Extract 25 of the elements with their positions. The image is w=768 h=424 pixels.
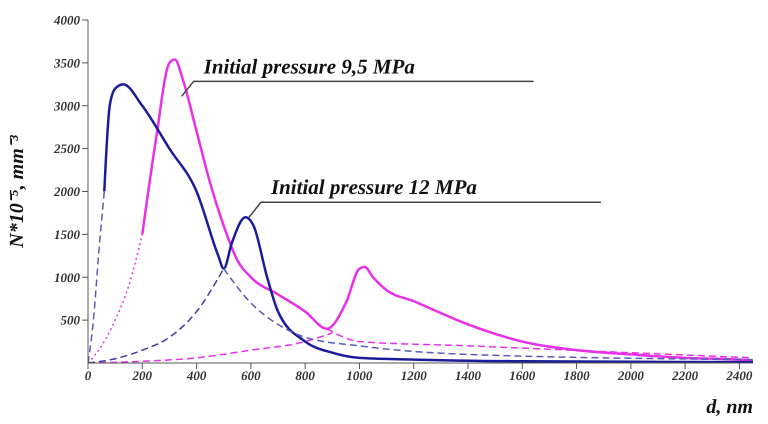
x-tick-label: 0: [84, 368, 92, 384]
y-tick-label: 4000: [53, 12, 80, 28]
y-tick-label: 1000: [54, 270, 80, 285]
y-tick-label: 3500: [53, 55, 80, 70]
y-tick-label: 1500: [54, 226, 80, 242]
x-tick-label: 2400: [725, 368, 753, 384]
x-axis-title: d, nm: [706, 396, 753, 418]
x-tick-label: 600: [241, 368, 262, 384]
x-tick-label: 1000: [346, 368, 373, 384]
x-tick-label: 1400: [455, 368, 482, 384]
y-tick-label: 3000: [53, 98, 80, 114]
annotation: Initial pressure 9,5 MPa: [202, 54, 415, 78]
x-tick-label: 1200: [400, 368, 428, 384]
x-tick-label: 400: [186, 368, 207, 384]
x-tick-label: 200: [132, 368, 153, 384]
x-tick-label: 2200: [671, 368, 699, 384]
x-tick-label: 2000: [616, 368, 644, 384]
x-tick-label: 800: [295, 368, 316, 384]
y-tick-label: 500: [60, 312, 80, 328]
x-tick-label: 1600: [509, 368, 536, 384]
y-tick-label: 2500: [53, 141, 80, 156]
y-tick-label: 2000: [53, 184, 80, 200]
annotation: Initial pressure 12 MPa: [270, 175, 477, 200]
y-axis-title: N*10⁻⁵, mm⁻³: [6, 134, 28, 249]
x-tick-label: 1800: [564, 368, 590, 384]
